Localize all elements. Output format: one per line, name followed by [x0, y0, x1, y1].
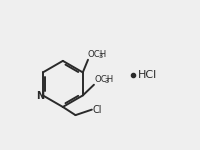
- Text: HCl: HCl: [138, 70, 157, 80]
- Text: OCH: OCH: [94, 75, 113, 84]
- Text: Cl: Cl: [93, 105, 102, 115]
- Text: OCH: OCH: [88, 50, 107, 59]
- Text: N: N: [36, 91, 44, 101]
- Text: 3: 3: [105, 78, 109, 84]
- Text: 3: 3: [99, 53, 103, 59]
